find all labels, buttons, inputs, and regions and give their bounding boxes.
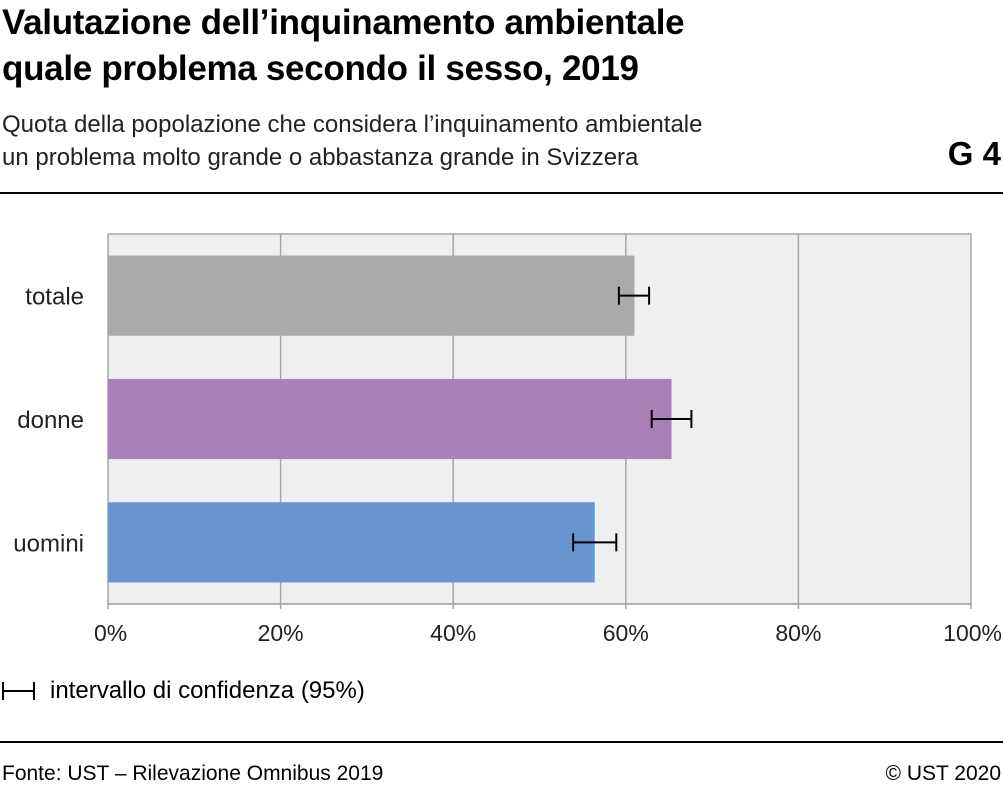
- confidence-interval-icon: [2, 682, 35, 700]
- error-bars: [572, 286, 693, 552]
- legend-label: intervallo di confidenza (95%): [50, 677, 365, 704]
- category-label-totale: totale: [25, 284, 84, 311]
- footer-divider: [0, 741, 1003, 743]
- chart-subtitle: Quota della popolazione che considera l’…: [2, 108, 862, 174]
- legend: intervallo di confidenza (95%): [2, 676, 365, 706]
- x-tick-label: 20%: [258, 620, 304, 646]
- x-tick-label: 100%: [943, 620, 1002, 646]
- x-tick-labels: 0% 20% 40% 60% 80% 100%: [94, 620, 1002, 646]
- x-tick-label: 0%: [94, 620, 127, 646]
- x-tick-label: 60%: [603, 620, 649, 646]
- header-divider: [0, 192, 1003, 194]
- chart-title: Valutazione dell’inquinamento ambientale…: [2, 0, 902, 92]
- x-tick-label: 40%: [430, 620, 476, 646]
- bars: [108, 255, 672, 583]
- bar-donne: [108, 378, 672, 460]
- bar-chart: totale donne uomini 0% 20% 40% 60% 80% 100%: [13, 233, 1002, 646]
- chart-subtitle-line-2: un problema molto grande o abbastanza gr…: [2, 144, 639, 171]
- source-note: Fonte: UST – Rilevazione Omnibus 2019: [2, 762, 384, 785]
- category-label-uomini: uomini: [13, 530, 84, 557]
- chart-title-line-1: Valutazione dell’inquinamento ambientale: [2, 3, 685, 42]
- graphic-code: G 4: [947, 135, 1001, 172]
- bar-uomini: [108, 502, 595, 583]
- x-tick-label: 80%: [775, 620, 821, 646]
- chart-subtitle-line-1: Quota della popolazione che considera l’…: [2, 111, 703, 138]
- chart-title-line-2: quale problema secondo il sesso, 2019: [2, 49, 639, 88]
- copyright: © UST 2020: [885, 762, 1001, 785]
- bar-totale: [108, 255, 635, 336]
- category-labels: totale donne uomini: [13, 284, 84, 558]
- category-label-donne: donne: [17, 407, 84, 434]
